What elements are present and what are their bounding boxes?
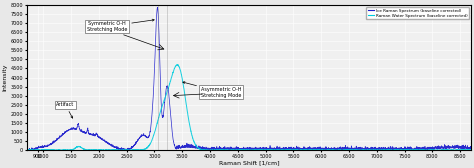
- Text: Artifact: Artifact: [56, 102, 74, 118]
- X-axis label: Raman Shift [1/cm]: Raman Shift [1/cm]: [219, 160, 279, 165]
- Text: Symmetric O-H
Stretching Mode: Symmetric O-H Stretching Mode: [87, 19, 154, 32]
- Legend: Ice Raman Spectrum (baseline corrected), Raman Water Spectrum (baseline correcte: Ice Raman Spectrum (baseline corrected),…: [366, 7, 469, 19]
- Y-axis label: Intensity: Intensity: [3, 64, 8, 91]
- Text: Asymmetric O-H
Stretching Mode: Asymmetric O-H Stretching Mode: [183, 82, 241, 98]
